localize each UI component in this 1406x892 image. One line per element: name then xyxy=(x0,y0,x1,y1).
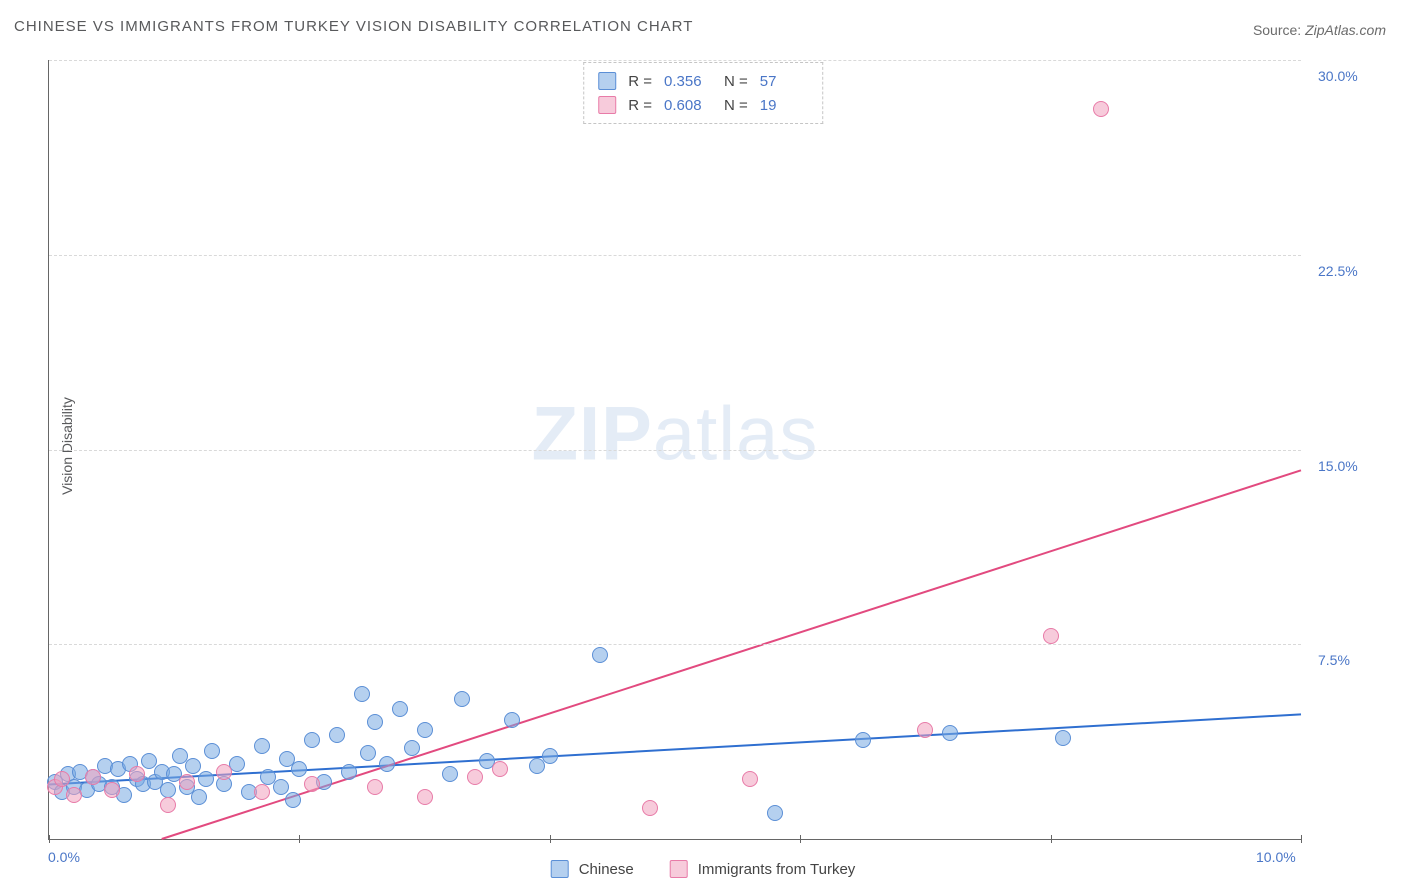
data-point-chinese xyxy=(360,745,376,761)
x-tick xyxy=(49,835,50,843)
data-point-turkey xyxy=(642,800,658,816)
data-point-turkey xyxy=(85,769,101,785)
data-point-chinese xyxy=(767,805,783,821)
data-point-turkey xyxy=(54,771,70,787)
data-point-chinese xyxy=(198,771,214,787)
n-value-chinese: 57 xyxy=(760,73,808,90)
source-credit: Source: ZipAtlas.com xyxy=(1253,22,1386,38)
n-label: N = xyxy=(724,97,748,114)
data-point-chinese xyxy=(354,686,370,702)
legend-stats: R = 0.356 N = 57 R = 0.608 N = 19 xyxy=(583,62,823,124)
data-point-turkey xyxy=(66,787,82,803)
data-point-chinese xyxy=(442,766,458,782)
legend-stats-row-chinese: R = 0.356 N = 57 xyxy=(598,69,808,93)
data-point-turkey xyxy=(367,779,383,795)
source-prefix: Source: xyxy=(1253,22,1305,38)
chart-container: CHINESE VS IMMIGRANTS FROM TURKEY VISION… xyxy=(0,0,1406,892)
data-point-chinese xyxy=(417,722,433,738)
r-label: R = xyxy=(628,73,652,90)
data-point-chinese xyxy=(855,732,871,748)
data-point-turkey xyxy=(179,774,195,790)
data-point-chinese xyxy=(185,758,201,774)
data-point-turkey xyxy=(492,761,508,777)
data-point-chinese xyxy=(273,779,289,795)
data-point-chinese xyxy=(304,732,320,748)
data-point-chinese xyxy=(404,740,420,756)
regression-line xyxy=(162,470,1301,839)
legend-label-turkey: Immigrants from Turkey xyxy=(698,861,856,878)
gridline xyxy=(49,644,1301,645)
data-point-chinese xyxy=(942,725,958,741)
y-tick-label: 7.5% xyxy=(1318,652,1350,668)
legend-item-turkey: Immigrants from Turkey xyxy=(670,860,856,878)
gridline xyxy=(49,255,1301,256)
legend-series: Chinese Immigrants from Turkey xyxy=(551,860,856,878)
legend-stats-row-turkey: R = 0.608 N = 19 xyxy=(598,93,808,117)
data-point-chinese xyxy=(367,714,383,730)
data-point-turkey xyxy=(742,771,758,787)
x-tick-label: 0.0% xyxy=(48,849,80,865)
legend-label-chinese: Chinese xyxy=(579,861,634,878)
gridline xyxy=(49,60,1301,61)
plot-area: ZIPatlas xyxy=(48,60,1301,840)
legend-item-chinese: Chinese xyxy=(551,860,634,878)
data-point-turkey xyxy=(417,789,433,805)
data-point-turkey xyxy=(917,722,933,738)
data-point-turkey xyxy=(467,769,483,785)
swatch-chinese-icon xyxy=(551,860,569,878)
regression-line xyxy=(49,714,1301,784)
x-tick xyxy=(1301,835,1302,843)
data-point-chinese xyxy=(392,701,408,717)
r-value-turkey: 0.608 xyxy=(664,97,712,114)
data-point-chinese xyxy=(592,647,608,663)
data-point-chinese xyxy=(204,743,220,759)
swatch-turkey-icon xyxy=(598,96,616,114)
swatch-chinese-icon xyxy=(598,72,616,90)
r-value-chinese: 0.356 xyxy=(664,73,712,90)
data-point-chinese xyxy=(504,712,520,728)
data-point-chinese xyxy=(291,761,307,777)
x-tick xyxy=(800,835,801,843)
chart-title: CHINESE VS IMMIGRANTS FROM TURKEY VISION… xyxy=(14,18,693,35)
source-site: ZipAtlas.com xyxy=(1305,22,1386,38)
data-point-chinese xyxy=(454,691,470,707)
r-label: R = xyxy=(628,97,652,114)
x-tick xyxy=(550,835,551,843)
data-point-chinese xyxy=(341,764,357,780)
data-point-chinese xyxy=(1055,730,1071,746)
x-tick xyxy=(1051,835,1052,843)
data-point-turkey xyxy=(254,784,270,800)
swatch-turkey-icon xyxy=(670,860,688,878)
data-point-chinese xyxy=(254,738,270,754)
y-tick-label: 30.0% xyxy=(1318,68,1358,84)
data-point-chinese xyxy=(379,756,395,772)
n-label: N = xyxy=(724,73,748,90)
data-point-chinese xyxy=(160,782,176,798)
x-tick xyxy=(299,835,300,843)
y-tick-label: 15.0% xyxy=(1318,458,1358,474)
x-tick-label: 10.0% xyxy=(1256,849,1296,865)
data-point-turkey xyxy=(1043,628,1059,644)
data-point-chinese xyxy=(329,727,345,743)
data-point-turkey xyxy=(216,764,232,780)
data-point-turkey xyxy=(1093,101,1109,117)
data-point-chinese xyxy=(285,792,301,808)
data-point-turkey xyxy=(160,797,176,813)
data-point-turkey xyxy=(304,776,320,792)
data-point-chinese xyxy=(191,789,207,805)
n-value-turkey: 19 xyxy=(760,97,808,114)
data-point-chinese xyxy=(542,748,558,764)
data-point-turkey xyxy=(104,782,120,798)
data-point-turkey xyxy=(129,766,145,782)
gridline xyxy=(49,450,1301,451)
y-tick-label: 22.5% xyxy=(1318,263,1358,279)
